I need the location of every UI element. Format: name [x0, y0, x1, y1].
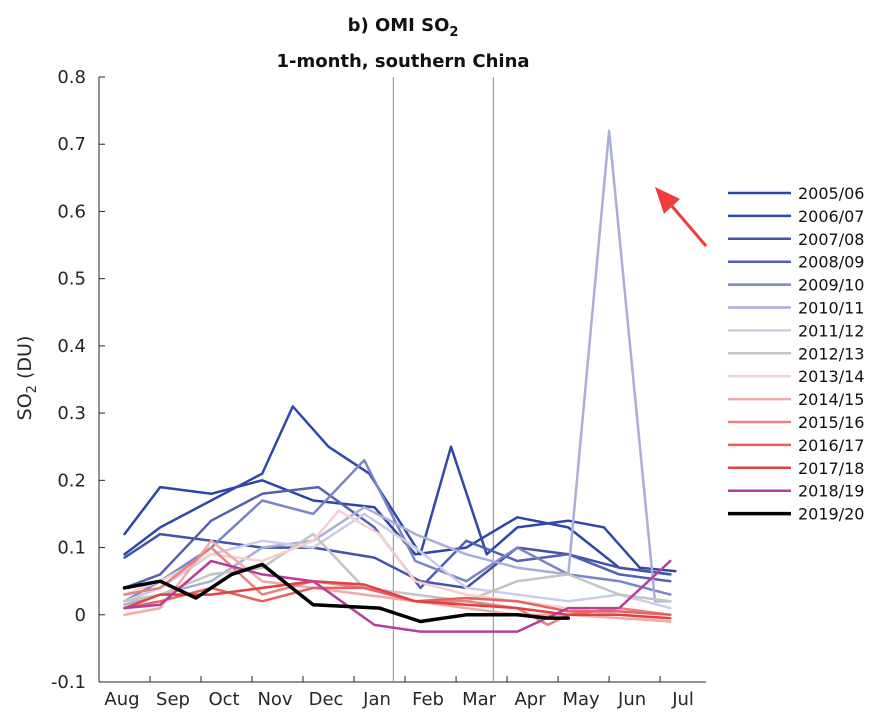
y-tick-label: 0.3 — [57, 403, 86, 424]
series-line-2012-13 — [123, 532, 672, 603]
chart-title-line1: b) OMI SO2 — [348, 15, 459, 40]
y-tick-label: 0.4 — [57, 336, 86, 357]
title-prefix: b) OMI SO — [348, 15, 450, 36]
y-tick-label: 0.7 — [57, 134, 86, 155]
x-tick-label: Dec — [309, 689, 344, 710]
y-tick-label: 0.5 — [57, 269, 86, 290]
x-tick-label: Jan — [362, 689, 391, 710]
legend-label: 2010/11 — [798, 299, 864, 318]
x-tick-label: Sep — [156, 689, 190, 710]
series-line-2019-20 — [122, 562, 571, 624]
chart-title-line2: 1-month, southern China — [276, 51, 529, 72]
x-tick-label: Apr — [514, 689, 546, 710]
red-arrow-shaft — [669, 204, 708, 247]
y-tick-label: 0.6 — [57, 201, 86, 222]
x-tick-label: Nov — [257, 689, 292, 710]
x-tick-label: Oct — [208, 689, 239, 710]
chart-title: b) OMI SO2 1-month, southern China — [276, 15, 529, 72]
x-tick-label: Jul — [671, 689, 694, 710]
legend-label: 2015/16 — [798, 413, 864, 432]
series-line-2005-06 — [123, 479, 672, 576]
y-tick-label: 0.8 — [57, 67, 86, 88]
ylabel-prefix: SO — [14, 393, 36, 420]
legend-label: 2013/14 — [798, 367, 864, 386]
legend: 2005/06 2006/07 2007/08 2008/09 2009/10 2010/… — [728, 184, 864, 524]
x-tick-label: Mar — [462, 689, 497, 710]
ylabel-suffix: (DU) — [14, 336, 36, 385]
legend-label: 2017/18 — [798, 459, 864, 478]
legend-label: 2016/17 — [798, 436, 864, 455]
series-line-2009-10 — [123, 458, 672, 603]
title-subscript: 2 — [449, 25, 458, 40]
legend-label: 2011/12 — [798, 321, 864, 340]
plot-area: -0.1 0 0.1 0.2 0.3 0.4 0.5 0.6 0.7 0.8 Aug Sep Oct No… — [51, 67, 706, 710]
y-tick-label: 0 — [75, 605, 86, 626]
legend-label: 2009/10 — [798, 276, 864, 295]
legend-label: 2007/08 — [798, 230, 864, 249]
ylabel-subscript: 2 — [25, 385, 40, 393]
y-tick-label: 0.2 — [57, 470, 86, 491]
y-tick-label: -0.1 — [51, 672, 86, 693]
x-tick-label: Jun — [617, 689, 646, 710]
legend-label: 2006/07 — [798, 207, 864, 226]
series-line-2018-19 — [123, 559, 672, 633]
y-tick-label: 0.1 — [57, 538, 86, 559]
x-tick-label: Feb — [412, 689, 444, 710]
series-line-2016-17 — [123, 586, 672, 617]
legend-label: 2008/09 — [798, 253, 864, 272]
legend-label: 2019/20 — [798, 505, 864, 524]
series-line-2010-11 — [123, 129, 672, 606]
legend-label: 2014/15 — [798, 390, 864, 409]
legend-label: 2012/13 — [798, 344, 864, 363]
annotation — [655, 187, 708, 247]
legend-label: 2005/06 — [798, 184, 864, 203]
x-tick-label: Aug — [104, 689, 139, 710]
red-arrow-head — [655, 187, 680, 214]
series-line-2006-07 — [123, 405, 677, 573]
legend-label: 2018/19 — [798, 482, 864, 501]
y-axis-label: SO2 (DU) — [14, 336, 40, 421]
x-tick-label: May — [562, 689, 600, 710]
